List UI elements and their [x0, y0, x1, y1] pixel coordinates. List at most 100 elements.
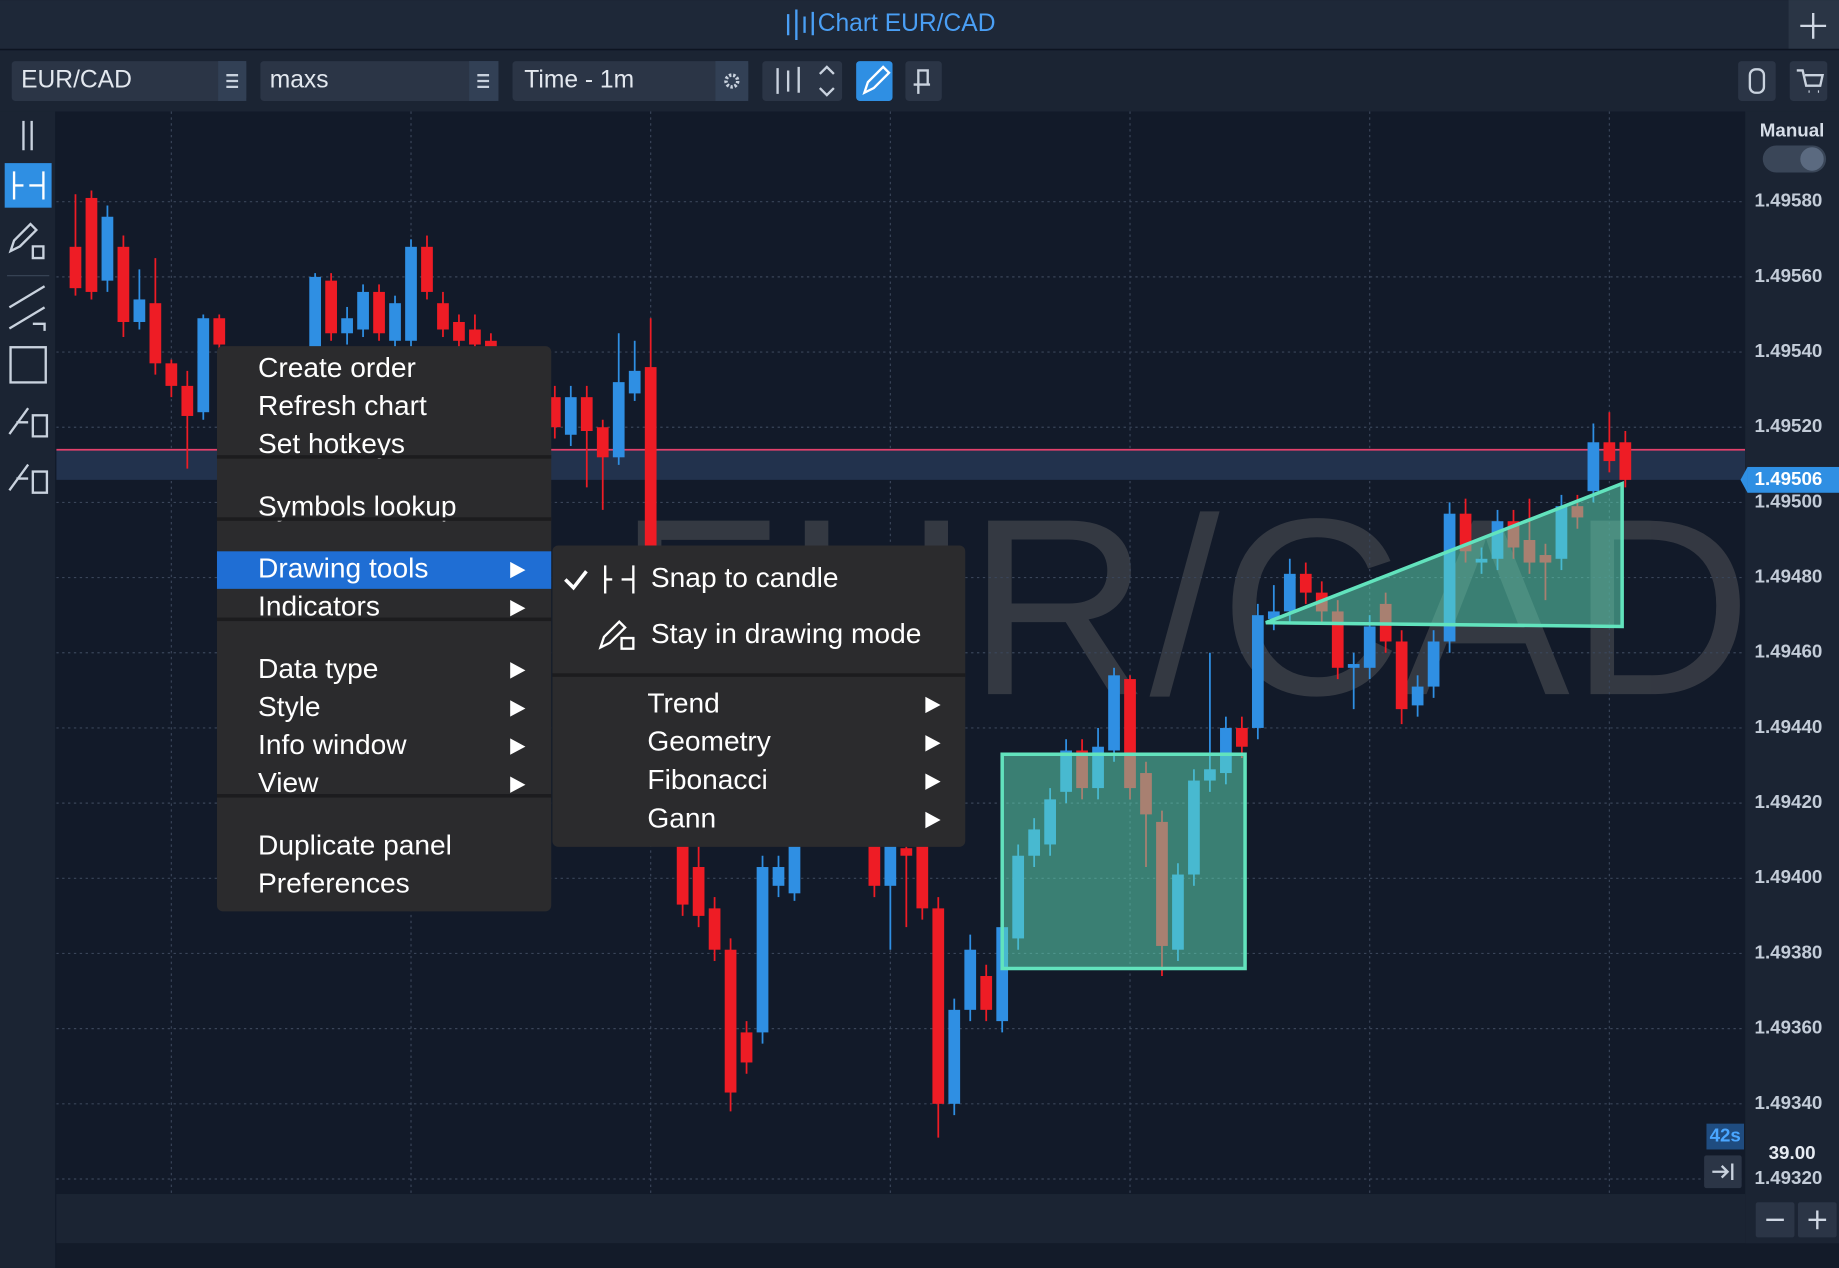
submenu-arrow [925, 735, 941, 752]
y-tick-label: 1.49520 [1755, 415, 1823, 436]
y-tick-label: 1.49440 [1755, 716, 1823, 737]
account-field[interactable] [260, 61, 499, 101]
candle-body [1459, 513, 1472, 552]
settings-button[interactable] [715, 61, 749, 101]
candle-body [405, 246, 417, 341]
order-icon [913, 69, 931, 94]
fib-tool[interactable] [8, 407, 49, 438]
menu-separator [216, 517, 552, 521]
checkmark [564, 570, 588, 591]
candle-body [1236, 727, 1248, 747]
mouse-icon [1748, 68, 1766, 94]
submenu-arrow [510, 738, 526, 755]
candle-body [916, 844, 929, 909]
candle-body [564, 397, 577, 435]
tool-column [0, 111, 56, 1268]
menu-item[interactable]: Geometry [647, 726, 770, 757]
candle-body [788, 844, 801, 894]
timeframe-text: Time - 1m [524, 67, 634, 94]
menu-item[interactable]: Gann [647, 802, 716, 833]
gear-icon [724, 73, 740, 89]
candle-body [676, 844, 689, 905]
menu-highlight [216, 551, 552, 589]
menu-item[interactable]: Snap to candle [651, 562, 839, 593]
menu-separator [216, 617, 552, 622]
candle-body [1603, 442, 1616, 462]
submenu-arrow [510, 776, 526, 793]
submenu-arrow [925, 773, 941, 790]
candle-body [692, 867, 705, 916]
candle-body [628, 370, 641, 394]
candle-body [165, 363, 178, 386]
pencil-lock-icon [8, 222, 45, 260]
candle-body [101, 216, 114, 281]
timeframe-field[interactable] [512, 61, 749, 101]
symbol-text: EUR/CAD [21, 67, 132, 94]
candle-body [213, 318, 226, 345]
menu-item[interactable]: Preferences [258, 867, 410, 898]
plus-icon [1808, 1210, 1827, 1230]
volume-label: 39.00 [1769, 1142, 1816, 1163]
y-tick-label: 1.49500 [1755, 490, 1823, 511]
drawing-triangle[interactable] [1265, 481, 1624, 629]
candle-body [1299, 573, 1312, 593]
candle-body [69, 246, 82, 289]
title-bar [0, 0, 1839, 50]
candle-body [181, 385, 194, 416]
window-title: Chart EUR/CAD [818, 10, 996, 37]
candle-body [596, 427, 609, 458]
y-tick-label: 1.49480 [1755, 566, 1823, 587]
candle-body [1331, 611, 1344, 668]
toggle-knob [1800, 147, 1824, 171]
price-axis [1745, 111, 1839, 1268]
menu-item[interactable]: Duplicate panel [258, 829, 452, 860]
gann-tool[interactable] [8, 463, 49, 494]
menu-item[interactable]: Create order [258, 352, 416, 383]
draw-mode-button[interactable] [856, 61, 893, 101]
menu-item[interactable]: Set hotkeys [258, 428, 405, 459]
candle-body [357, 291, 369, 330]
candle-body [900, 848, 913, 856]
menu-layer: Create order Refresh chart Set hotkeys Symb… [216, 346, 966, 912]
candle-body [1220, 727, 1232, 774]
candle-body [133, 299, 146, 322]
menu-item[interactable]: Data type [258, 653, 378, 684]
last-price-box [1747, 466, 1839, 493]
candle-body [85, 197, 98, 292]
submenu-arrow [510, 662, 526, 679]
candle-body [1251, 615, 1264, 728]
snap-icon [604, 565, 635, 594]
menu-item[interactable]: Info window [258, 729, 407, 760]
candle-body [1267, 611, 1280, 619]
y-tick-label: 1.49340 [1755, 1092, 1823, 1113]
menu-item[interactable]: View [258, 767, 319, 798]
candle-body [980, 976, 993, 1010]
candle-body [469, 329, 481, 345]
menu-separator [552, 673, 966, 677]
menu-item[interactable]: Style [258, 691, 321, 722]
candle-body [548, 397, 561, 428]
menu-item[interactable]: Indicators [258, 591, 380, 622]
symbol-field[interactable] [11, 61, 247, 101]
mouse-button[interactable] [1738, 61, 1776, 101]
menu-item[interactable]: Symbols lookup [258, 490, 457, 521]
candle-body [309, 276, 322, 353]
menu-item[interactable]: Stay in drawing mode [651, 618, 921, 649]
geometry-tool[interactable] [9, 346, 47, 384]
menu-item[interactable]: Trend [647, 687, 719, 718]
lines-tool[interactable] [8, 285, 46, 331]
menu-item[interactable]: Refresh chart [258, 390, 427, 421]
candle-body [1427, 641, 1440, 687]
candle-body [724, 949, 737, 1093]
account-text: maxs [270, 67, 329, 94]
drawing-rectangle[interactable] [1000, 752, 1247, 971]
candle-icon [776, 66, 800, 94]
order-button[interactable] [905, 61, 942, 101]
plus-icon [1800, 12, 1827, 39]
candle-body [197, 318, 210, 413]
snap-icon [12, 171, 45, 200]
chart-type-button[interactable] [762, 61, 843, 101]
menu-item[interactable]: Fibonacci [647, 764, 767, 795]
menu-item[interactable]: Drawing tools [258, 553, 428, 584]
